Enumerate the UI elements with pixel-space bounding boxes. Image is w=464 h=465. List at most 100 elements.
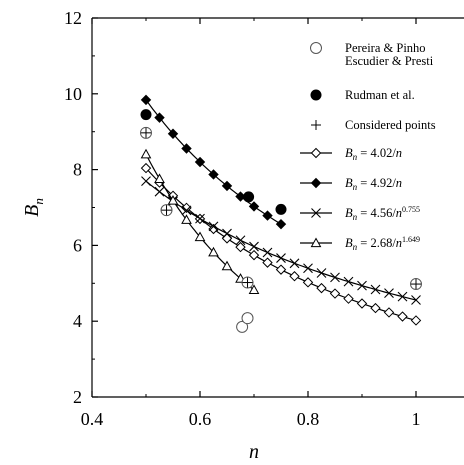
data-point-3: [411, 279, 421, 290]
legend-label: Bn = 4.02/n: [345, 146, 402, 162]
fit-marker-0-shape: [356, 298, 368, 309]
legend-label-part: n: [396, 176, 402, 190]
legend-label-part: n: [353, 152, 358, 162]
fit-marker-2: [411, 295, 421, 305]
fit-marker-0: [235, 241, 246, 253]
fit-marker-2-b: [154, 186, 165, 197]
y-tick-label: 10: [64, 84, 82, 104]
legend-marker: [310, 89, 322, 101]
fit-marker-1-shape: [208, 169, 219, 180]
x-tick-label: 0.4: [81, 409, 104, 429]
legend-label-part: = 2.68/: [357, 236, 396, 250]
fit-marker-2: [222, 228, 232, 239]
fit-marker-3: [181, 214, 192, 224]
fit-marker-0: [275, 264, 287, 275]
legend-label-part: = 4.02/: [357, 146, 396, 160]
legend-label-exponent: 0.755: [402, 205, 420, 214]
legend-marker-shape: [310, 89, 322, 101]
data-point-0-shape: [236, 320, 249, 333]
fit-marker-0: [410, 315, 422, 326]
fit-marker-2-b: [384, 288, 394, 299]
fit-marker-0-shape: [410, 315, 422, 326]
fit-marker-2-b: [181, 205, 192, 216]
fit-marker-2: [370, 284, 381, 295]
fit-marker-2: [303, 263, 313, 274]
fit-marker-0: [370, 302, 381, 314]
fit-marker-3-shape: [181, 214, 192, 224]
data-point-2: [243, 191, 255, 203]
fit-marker-2-b: [343, 276, 354, 287]
fit-marker-1: [262, 210, 273, 221]
legend-label-part: n: [396, 146, 402, 160]
fit-marker-0: [329, 288, 341, 299]
fit-marker-2-b: [141, 176, 151, 187]
data-point-0: [241, 312, 254, 325]
legend-label-part: B: [345, 206, 353, 220]
fit-marker-0-shape: [383, 307, 395, 318]
fit-marker-2-b: [411, 295, 421, 305]
fit-marker-1-shape: [167, 128, 179, 139]
fit-marker-2: [384, 288, 394, 299]
legend-label-part: n: [353, 182, 358, 192]
data-point-3: [242, 277, 253, 288]
plot-area: [140, 94, 422, 333]
data-point-0: [236, 320, 249, 333]
fit-marker-1: [275, 218, 287, 230]
fit-marker-1: [248, 201, 260, 212]
fit-marker-1: [140, 94, 152, 106]
fit-marker-0: [181, 202, 192, 214]
fit-marker-3-shape: [154, 173, 165, 183]
legend-label-part: B: [345, 146, 353, 160]
fit-marker-3-shape: [167, 195, 179, 205]
fit-marker-1: [167, 128, 179, 139]
y-tick-label: 8: [73, 160, 82, 180]
legend-label-part: B: [345, 176, 353, 190]
fit-marker-1: [221, 180, 233, 192]
fit-marker-0: [356, 298, 368, 309]
legend-label-part: n: [353, 212, 358, 222]
fit-marker-1-shape: [181, 143, 192, 154]
fit-marker-1-shape: [248, 201, 260, 212]
y-tick-label: 12: [64, 8, 82, 28]
fit-marker-1: [208, 169, 219, 180]
fit-marker-2: [357, 280, 367, 291]
fit-marker-3-shape: [140, 148, 152, 159]
x-tick-label: 1: [412, 409, 421, 429]
y-tick-label: 6: [73, 235, 82, 255]
y-tick-label: 4: [73, 311, 82, 331]
fit-marker-1: [181, 143, 192, 154]
fit-marker-0-shape: [181, 202, 192, 214]
fit-marker-0-shape: [140, 162, 152, 174]
data-point-2-shape: [243, 191, 255, 203]
data-point-3: [161, 205, 172, 216]
fit-marker-2: [316, 268, 327, 278]
legend-label: Bn = 4.56/n0.755: [345, 205, 420, 222]
legend-label: Escudier & Presti: [345, 54, 434, 68]
fit-marker-0-shape: [397, 311, 408, 322]
legend-label: Pereira & Pinho: [345, 41, 426, 55]
data-point-2: [140, 109, 152, 121]
fit-marker-2: [235, 235, 246, 246]
fit-marker-2: [262, 247, 273, 258]
legend-marker: [311, 120, 321, 130]
y-axis-label-sub: n: [31, 198, 46, 205]
data-point-2-shape: [140, 109, 152, 121]
legend-marker: [311, 208, 321, 218]
legend-label: Bn = 4.92/n: [345, 176, 402, 192]
data-point-2-shape: [275, 203, 287, 215]
fit-marker-3-shape: [194, 231, 206, 242]
fit-marker-1: [194, 156, 206, 168]
data-point-0-shape: [241, 312, 254, 325]
fit-marker-2: [397, 291, 408, 302]
fit-marker-1-shape: [262, 210, 273, 221]
fit-marker-2: [154, 186, 165, 197]
fit-marker-1-shape: [154, 112, 165, 123]
fit-marker-0-shape: [289, 271, 300, 282]
y-axis-label-main: B: [21, 205, 43, 217]
y-axis-label: Bn: [21, 198, 46, 217]
fit-marker-0: [140, 162, 152, 174]
fit-marker-0: [343, 293, 354, 304]
fit-marker-1-shape: [194, 156, 206, 168]
legend-label-part: B: [345, 236, 353, 250]
